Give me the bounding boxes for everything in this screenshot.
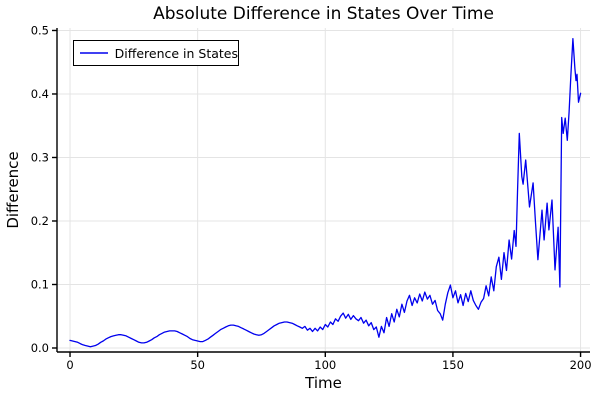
legend: Difference in States: [73, 40, 239, 66]
y-tick-label: 0.5: [31, 23, 49, 37]
x-tick-label: 150: [442, 358, 464, 372]
x-tick-label: 0: [66, 358, 73, 372]
legend-swatch: [80, 52, 108, 54]
legend-label: Difference in States: [114, 45, 238, 61]
y-tick-label: 0.3: [31, 150, 49, 164]
y-tick-label: 0.0: [31, 341, 49, 355]
y-tick-label: 0.4: [31, 87, 49, 101]
chart-title: Absolute Difference in States Over Time: [153, 4, 494, 24]
series-line: [69, 38, 582, 348]
y-tick-label: 0.2: [31, 214, 49, 228]
x-tick-label: 50: [190, 358, 205, 372]
y-tick-label: 0.1: [31, 277, 49, 291]
x-axis-label: Time: [305, 374, 342, 392]
x-tick-label: 200: [570, 358, 592, 372]
x-tick-label: 100: [314, 358, 336, 372]
